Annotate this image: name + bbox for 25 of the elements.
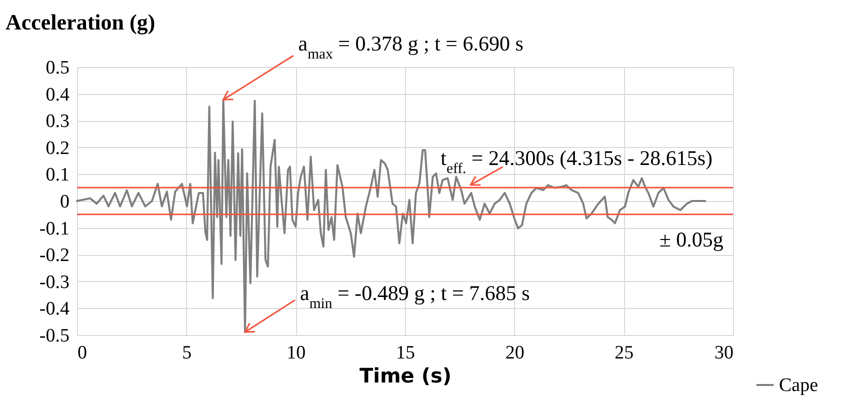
y-tick-label: -0.5: [39, 326, 70, 346]
y-tick-label: 0: [60, 192, 70, 212]
annotation: a$_{min}$ = -0.489 g ; t = 7.685 s: [300, 281, 530, 312]
y-tick-label: -0.4: [39, 298, 70, 320]
y-tick-label: -0.3: [39, 272, 70, 293]
x-tick-label: 10: [286, 342, 306, 364]
x-tick-label: 15: [396, 342, 415, 364]
y-tick-label: -0.2: [39, 245, 70, 266]
y-tick-label: 0.3: [46, 111, 70, 132]
x-tick-label: 0: [78, 342, 87, 364]
annotation: ± 0.05g: [659, 227, 724, 252]
annotation: a$_{max}$ = 0.378 g ; t = 6.690 s: [298, 32, 524, 63]
y-axis-title: Acceleration (g): [6, 10, 156, 34]
x-axis-title: Time (s): [359, 364, 452, 388]
x-tick-label: 30: [714, 342, 734, 364]
legend-label: Cape: [779, 375, 818, 396]
y-tick-label: 0.5: [46, 58, 70, 78]
y-tick-label: 0.4: [46, 84, 70, 106]
annotation: t$_{eff.}$ = 24.300s (4.315s - 28.615s): [440, 146, 713, 177]
x-tick-label: 25: [614, 342, 634, 364]
x-tick-label: 20: [505, 342, 524, 364]
y-tick-label: 0.2: [46, 138, 70, 159]
y-tick-label: 0.1: [46, 164, 70, 186]
x-tick-label: 5: [182, 342, 192, 364]
y-tick-label: -0.1: [39, 218, 70, 240]
